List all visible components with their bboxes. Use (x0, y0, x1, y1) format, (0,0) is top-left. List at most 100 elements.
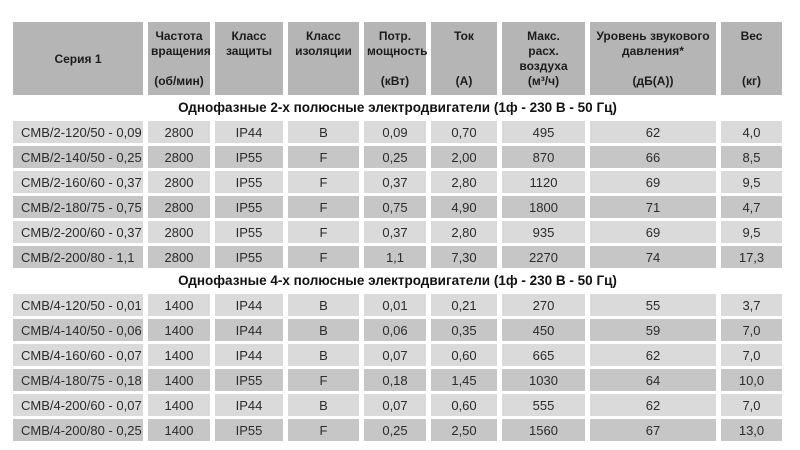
value-cell: 0,25 (364, 419, 426, 441)
model-cell: CMB/4-140/50 - 0,06 (13, 319, 143, 341)
value-cell: 0,37 (364, 171, 426, 193)
value-cell: B (288, 319, 359, 341)
value-cell: F (288, 369, 359, 391)
value-cell: 64 (590, 369, 716, 391)
value-cell: 74 (590, 246, 716, 268)
column-header-airflow: Макс. расх. воздуха (м³/ч) (502, 22, 585, 95)
value-cell: 0,06 (364, 319, 426, 341)
value-cell: F (288, 171, 359, 193)
column-header-series: Серия 1 (13, 22, 143, 95)
column-unit: (м³/ч) (527, 74, 560, 88)
value-cell: 1400 (148, 369, 210, 391)
value-cell: 1560 (502, 419, 585, 441)
section-title: Однофазные 2-х полюсные электродвигатели… (13, 98, 782, 118)
table-row: CMB/2-180/75 - 0,75 2800 IP55 F 0,75 4,90 1800… (13, 196, 782, 218)
section-header-row: Однофазные 4-х полюсные электродвигатели… (13, 271, 782, 291)
value-cell: 55 (590, 294, 716, 316)
model-cell: CMB/2-200/80 - 1,1 (13, 246, 143, 268)
value-cell: 0,75 (364, 196, 426, 218)
section-header-row: Однофазные 2-х полюсные электродвигатели… (13, 98, 782, 118)
value-cell: IP44 (215, 344, 283, 366)
value-cell: IP55 (215, 146, 283, 168)
value-cell: 67 (590, 419, 716, 441)
value-cell: IP55 (215, 196, 283, 218)
value-cell: 13,0 (721, 419, 782, 441)
table-row: CMB/4-160/60 - 0,07 1400 IP44 B 0,07 0,60 665 6… (13, 344, 782, 366)
value-cell: 2,50 (431, 419, 497, 441)
value-cell: IP44 (215, 121, 283, 143)
value-cell: 69 (590, 221, 716, 243)
model-cell: CMB/2-200/60 - 0,37 (13, 221, 143, 243)
value-cell: 1400 (148, 294, 210, 316)
value-cell: 4,7 (721, 196, 782, 218)
value-cell: 555 (502, 394, 585, 416)
column-label: Макс. расх. воздуха (519, 29, 568, 73)
table-row: CMB/4-140/50 - 0,06 1400 IP44 B 0,06 0,35 450 5… (13, 319, 782, 341)
value-cell: 1030 (502, 369, 585, 391)
value-cell: 7,30 (431, 246, 497, 268)
value-cell: IP55 (215, 246, 283, 268)
value-cell: 59 (590, 319, 716, 341)
value-cell: 7,0 (721, 394, 782, 416)
value-cell: 9,5 (721, 221, 782, 243)
value-cell: IP55 (215, 369, 283, 391)
column-header-weight: Вес (кг) (721, 22, 782, 95)
value-cell: 1,45 (431, 369, 497, 391)
column-label: Уровень звукового давления* (596, 29, 710, 58)
table-row: CMB/4-200/60 - 0,07 1400 IP44 B 0,07 0,60 555 6… (13, 394, 782, 416)
section-title: Однофазные 4-х полюсные электродвигатели… (13, 271, 782, 291)
value-cell: B (288, 294, 359, 316)
table-row: CMB/2-120/50 - 0,09 2800 IP44 B 0,09 0,70 495 6… (13, 121, 782, 143)
value-cell: 0,35 (431, 319, 497, 341)
model-cell: CMB/4-180/75 - 0,18 (13, 369, 143, 391)
value-cell: 0,21 (431, 294, 497, 316)
value-cell: 495 (502, 121, 585, 143)
value-cell: F (288, 196, 359, 218)
model-cell: CMB/2-160/60 - 0,37 (13, 171, 143, 193)
value-cell: 0,60 (431, 344, 497, 366)
column-unit: (об/мин) (154, 74, 204, 88)
value-cell: IP55 (215, 419, 283, 441)
value-cell: B (288, 394, 359, 416)
value-cell: 66 (590, 146, 716, 168)
value-cell: 0,25 (364, 146, 426, 168)
value-cell: 450 (502, 319, 585, 341)
value-cell: 0,37 (364, 221, 426, 243)
value-cell: 1,1 (364, 246, 426, 268)
value-cell: 2800 (148, 246, 210, 268)
value-cell: B (288, 121, 359, 143)
column-label: Ток (454, 29, 474, 43)
value-cell: 0,01 (364, 294, 426, 316)
table-row: CMB/2-200/80 - 1,1 2800 IP55 F 1,1 7,30 2270 74… (13, 246, 782, 268)
value-cell: 0,60 (431, 394, 497, 416)
column-unit: (кг) (742, 74, 761, 88)
value-cell: 935 (502, 221, 585, 243)
value-cell: 1120 (502, 171, 585, 193)
value-cell: F (288, 221, 359, 243)
model-cell: CMB/2-120/50 - 0,09 (13, 121, 143, 143)
value-cell: 62 (590, 394, 716, 416)
value-cell: 71 (590, 196, 716, 218)
value-cell: 2800 (148, 221, 210, 243)
value-cell: 17,3 (721, 246, 782, 268)
value-cell: 62 (590, 344, 716, 366)
motor-spec-table: Серия 1 Частота вращения (об/мин) Класс защ… (8, 19, 787, 444)
model-cell: CMB/4-200/60 - 0,07 (13, 394, 143, 416)
value-cell: F (288, 246, 359, 268)
model-cell: CMB/4-120/50 - 0,01 (13, 294, 143, 316)
column-header-insulation: Класс изоляции (288, 22, 359, 95)
value-cell: 1400 (148, 344, 210, 366)
value-cell: 0,07 (364, 344, 426, 366)
value-cell: IP44 (215, 319, 283, 341)
value-cell: IP55 (215, 221, 283, 243)
value-cell: 62 (590, 121, 716, 143)
column-label: Класс изоляции (295, 29, 352, 58)
value-cell: 870 (502, 146, 585, 168)
table-row: CMB/4-120/50 - 0,01 1400 IP44 B 0,01 0,21 270 5… (13, 294, 782, 316)
value-cell: 2800 (148, 146, 210, 168)
model-cell: CMB/2-140/50 - 0,25 (13, 146, 143, 168)
value-cell: IP44 (215, 394, 283, 416)
value-cell: 2,80 (431, 171, 497, 193)
value-cell: B (288, 344, 359, 366)
